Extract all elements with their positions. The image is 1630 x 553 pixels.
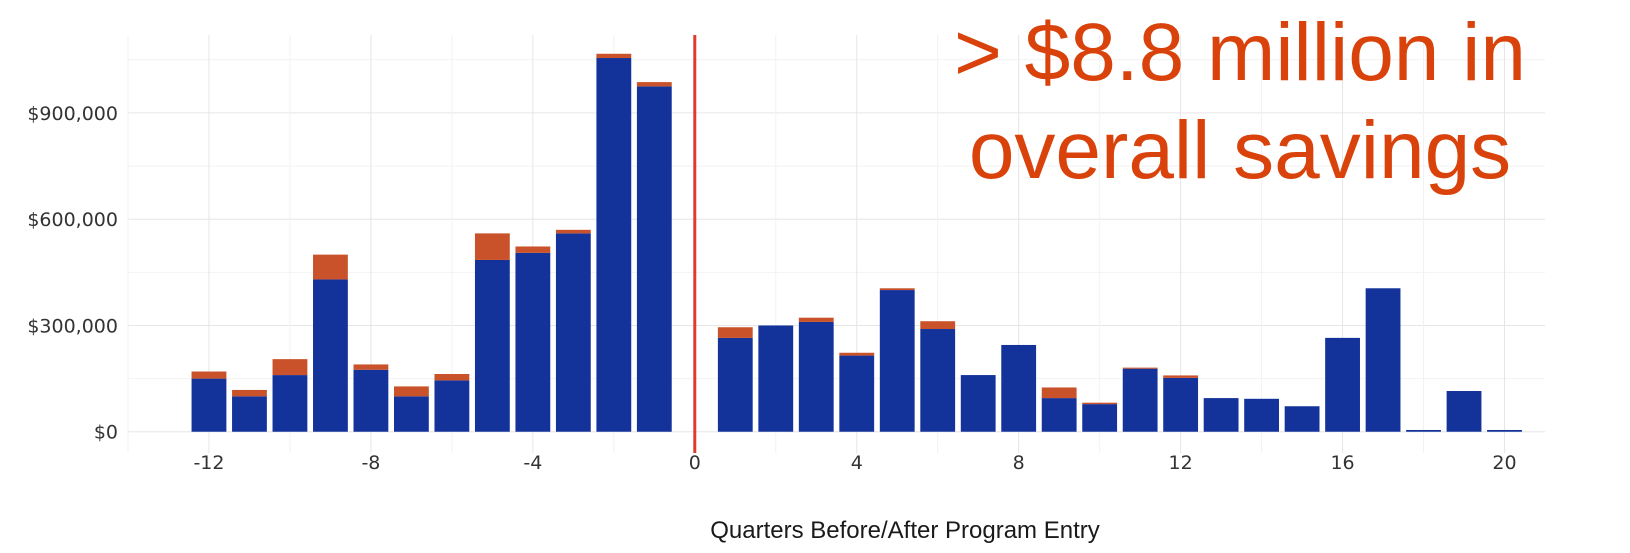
bar-segment-base <box>353 369 389 432</box>
x-tick-label: -8 <box>361 452 380 474</box>
bar-segment-top <box>353 364 389 370</box>
bar-segment-top <box>636 82 672 87</box>
x-tick-label: 12 <box>1169 452 1193 474</box>
y-tick-label: $0 <box>94 422 118 444</box>
bar-segment-top <box>555 229 591 234</box>
bar-segment-base <box>1122 368 1158 432</box>
bar-segment-base <box>1487 429 1522 432</box>
bar-segment-base <box>1041 398 1077 432</box>
bar-segment-base <box>1203 398 1239 432</box>
bars <box>191 53 1522 432</box>
bar-segment-base <box>636 86 672 432</box>
bar-segment-top <box>798 317 834 322</box>
y-tick-label: $600,000 <box>27 209 118 231</box>
bar-segment-base <box>1001 344 1037 432</box>
bar-segment-base <box>434 380 470 432</box>
bar-segment-base <box>1325 337 1360 432</box>
bar-segment-base <box>515 252 551 432</box>
bar-segment-base <box>232 396 267 432</box>
bar-segment-base <box>879 290 915 432</box>
bar-segment-base <box>1446 391 1482 432</box>
bar-segment-top <box>232 389 267 397</box>
x-tick-label: -12 <box>193 452 224 474</box>
x-tick-label: -4 <box>523 452 542 474</box>
bar-segment-base <box>839 355 875 432</box>
bar-segment-top <box>596 53 632 59</box>
bar-segment-top <box>474 233 510 260</box>
bar-segment-base <box>1244 398 1280 432</box>
bar-segment-base <box>1082 404 1118 432</box>
bar-segment-base <box>960 375 996 432</box>
x-tick-label: 0 <box>689 452 701 474</box>
x-tick-label: 20 <box>1492 452 1516 474</box>
y-tick-label: $900,000 <box>27 103 118 125</box>
bar-segment-top <box>879 288 915 291</box>
bar-segment-top <box>1163 375 1199 378</box>
bar-segment-base <box>1365 288 1401 432</box>
bar-segment-top <box>1041 387 1077 399</box>
bar-segment-base <box>717 337 753 432</box>
savings-callout-line-2: overall savings <box>969 105 1511 196</box>
bar-segment-base <box>393 396 429 432</box>
bar-segment-top <box>920 321 956 330</box>
bar-segment-top <box>393 386 429 397</box>
bar-segment-top <box>717 327 753 338</box>
savings-callout-line-1: > $8.8 million in <box>954 7 1526 98</box>
bar-segment-base <box>555 233 591 432</box>
y-axis-ticks: $0 $300,000 $600,000 $900,000 <box>27 103 118 444</box>
x-axis-ticks: -12 -8 -4 0 4 8 12 16 20 <box>193 452 1516 474</box>
bar-segment-base <box>191 378 227 432</box>
bar-segment-top <box>1122 367 1158 369</box>
y-tick-label: $300,000 <box>27 315 118 337</box>
x-axis-title: Quarters Before/After Program Entry <box>710 517 1099 544</box>
bar-segment-base <box>1406 429 1441 432</box>
bar-segment-top <box>515 246 551 253</box>
bar-segment-base <box>313 279 348 432</box>
x-tick-label: 4 <box>851 452 863 474</box>
x-tick-label: 8 <box>1013 452 1025 474</box>
bar-segment-top <box>313 254 348 280</box>
x-tick-label: 16 <box>1330 452 1354 474</box>
bar-segment-base <box>1284 406 1320 432</box>
bar-segment-top <box>434 374 470 381</box>
bar-segment-base <box>920 329 956 432</box>
bar-segment-base <box>474 259 510 432</box>
bar-segment-base <box>596 58 632 432</box>
bar-segment-top <box>191 371 227 379</box>
bar-segment-base <box>798 321 834 432</box>
bar-segment-top <box>1082 402 1118 405</box>
bar-segment-base <box>758 325 794 432</box>
bar-segment-base <box>272 375 308 432</box>
bar-segment-top <box>839 352 875 356</box>
bar-segment-top <box>272 359 308 376</box>
bar-segment-base <box>1163 377 1199 432</box>
